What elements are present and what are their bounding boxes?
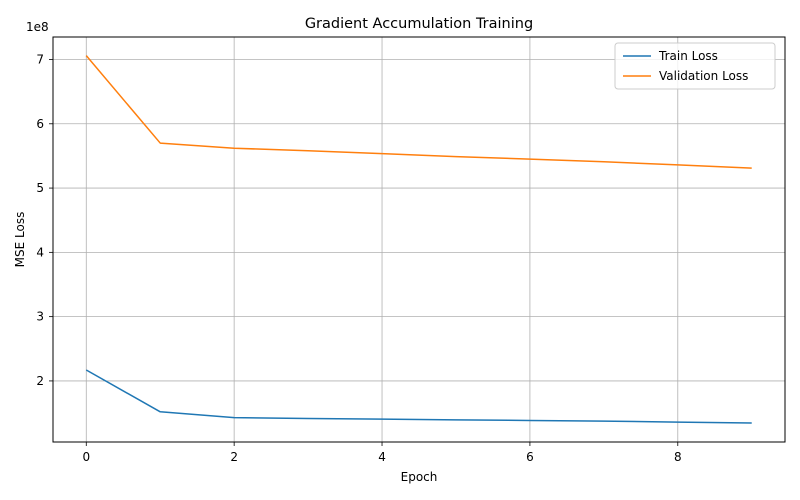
- y-tick-label: 2: [36, 374, 44, 388]
- plot-frame: [52, 36, 786, 443]
- legend: Train Loss Validation Loss: [614, 42, 776, 90]
- y-tick-label: 5: [36, 181, 44, 195]
- axis-ticks: 0 2 4 6 8 2 3 4 5 6 7: [36, 53, 681, 465]
- legend-label-1: Validation Loss: [659, 69, 748, 83]
- x-tick-label: 4: [378, 450, 386, 464]
- y-tick-label: 4: [36, 245, 44, 259]
- x-tick-label: 0: [82, 450, 90, 464]
- y-axis-multiplier: 1e8: [26, 20, 49, 34]
- legend-label-0: Train Loss: [658, 49, 718, 63]
- series-lines: [85, 55, 752, 424]
- x-axis-label: Epoch: [401, 470, 438, 484]
- chart-title: Gradient Accumulation Training: [305, 16, 533, 32]
- series-line-1: [85, 55, 752, 169]
- y-tick-label: 7: [36, 53, 44, 67]
- x-tick-label: 8: [674, 450, 682, 464]
- x-tick-label: 2: [230, 450, 238, 464]
- y-axis-label: MSE Loss: [13, 212, 27, 268]
- series-line-0: [85, 369, 752, 424]
- legend-box: [614, 42, 776, 90]
- y-tick-label: 3: [36, 310, 44, 324]
- grid: [53, 37, 785, 442]
- x-tick-label: 6: [526, 450, 534, 464]
- y-tick-label: 6: [36, 117, 44, 131]
